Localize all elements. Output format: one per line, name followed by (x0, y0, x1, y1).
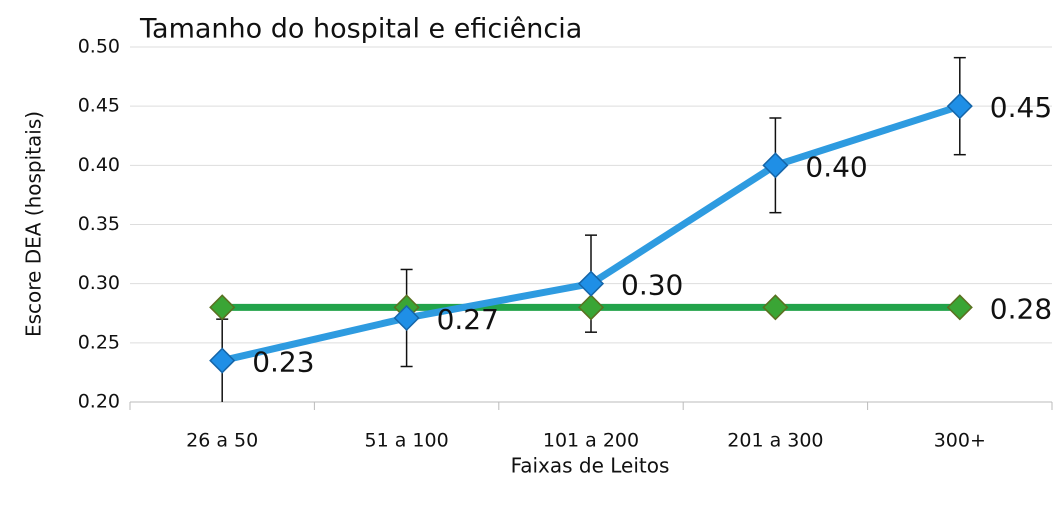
data-label: 0.30 (621, 269, 683, 302)
y-axis-label: Escore DEA (hospitais) (22, 111, 46, 337)
chart-title: Tamanho do hospital e eficiência (139, 14, 582, 45)
y-tick-label: 0.50 (78, 36, 120, 58)
data-label: 0.45 (990, 91, 1052, 124)
marker (393, 304, 420, 332)
y-tick-label: 0.35 (78, 213, 120, 235)
data-label: 0.28 (990, 292, 1052, 325)
marker (946, 93, 973, 120)
data-label: 0.27 (437, 303, 499, 336)
marker (577, 294, 605, 321)
y-tick-label: 0.20 (78, 391, 120, 413)
x-axis-label: Faixas de Leitos (511, 454, 670, 478)
x-tick-label: 201 a 300 (727, 430, 823, 452)
y-tick-label: 0.40 (78, 154, 120, 176)
marker (946, 294, 973, 321)
x-tick-label: 26 a 50 (186, 430, 258, 452)
marker (577, 270, 605, 297)
y-tick-label: 0.25 (78, 331, 120, 353)
data-label: 0.40 (805, 150, 867, 183)
marker (209, 294, 236, 321)
data-label: 0.23 (252, 346, 314, 379)
marker (762, 294, 789, 321)
y-tick-label: 0.30 (78, 272, 120, 294)
y-tick-label: 0.45 (78, 95, 120, 117)
x-tick-label: 51 a 100 (365, 430, 449, 452)
marker (209, 347, 236, 374)
x-tick-label: 300+ (934, 430, 986, 452)
x-tick-label: 101 a 200 (543, 430, 639, 452)
marker (762, 152, 789, 179)
